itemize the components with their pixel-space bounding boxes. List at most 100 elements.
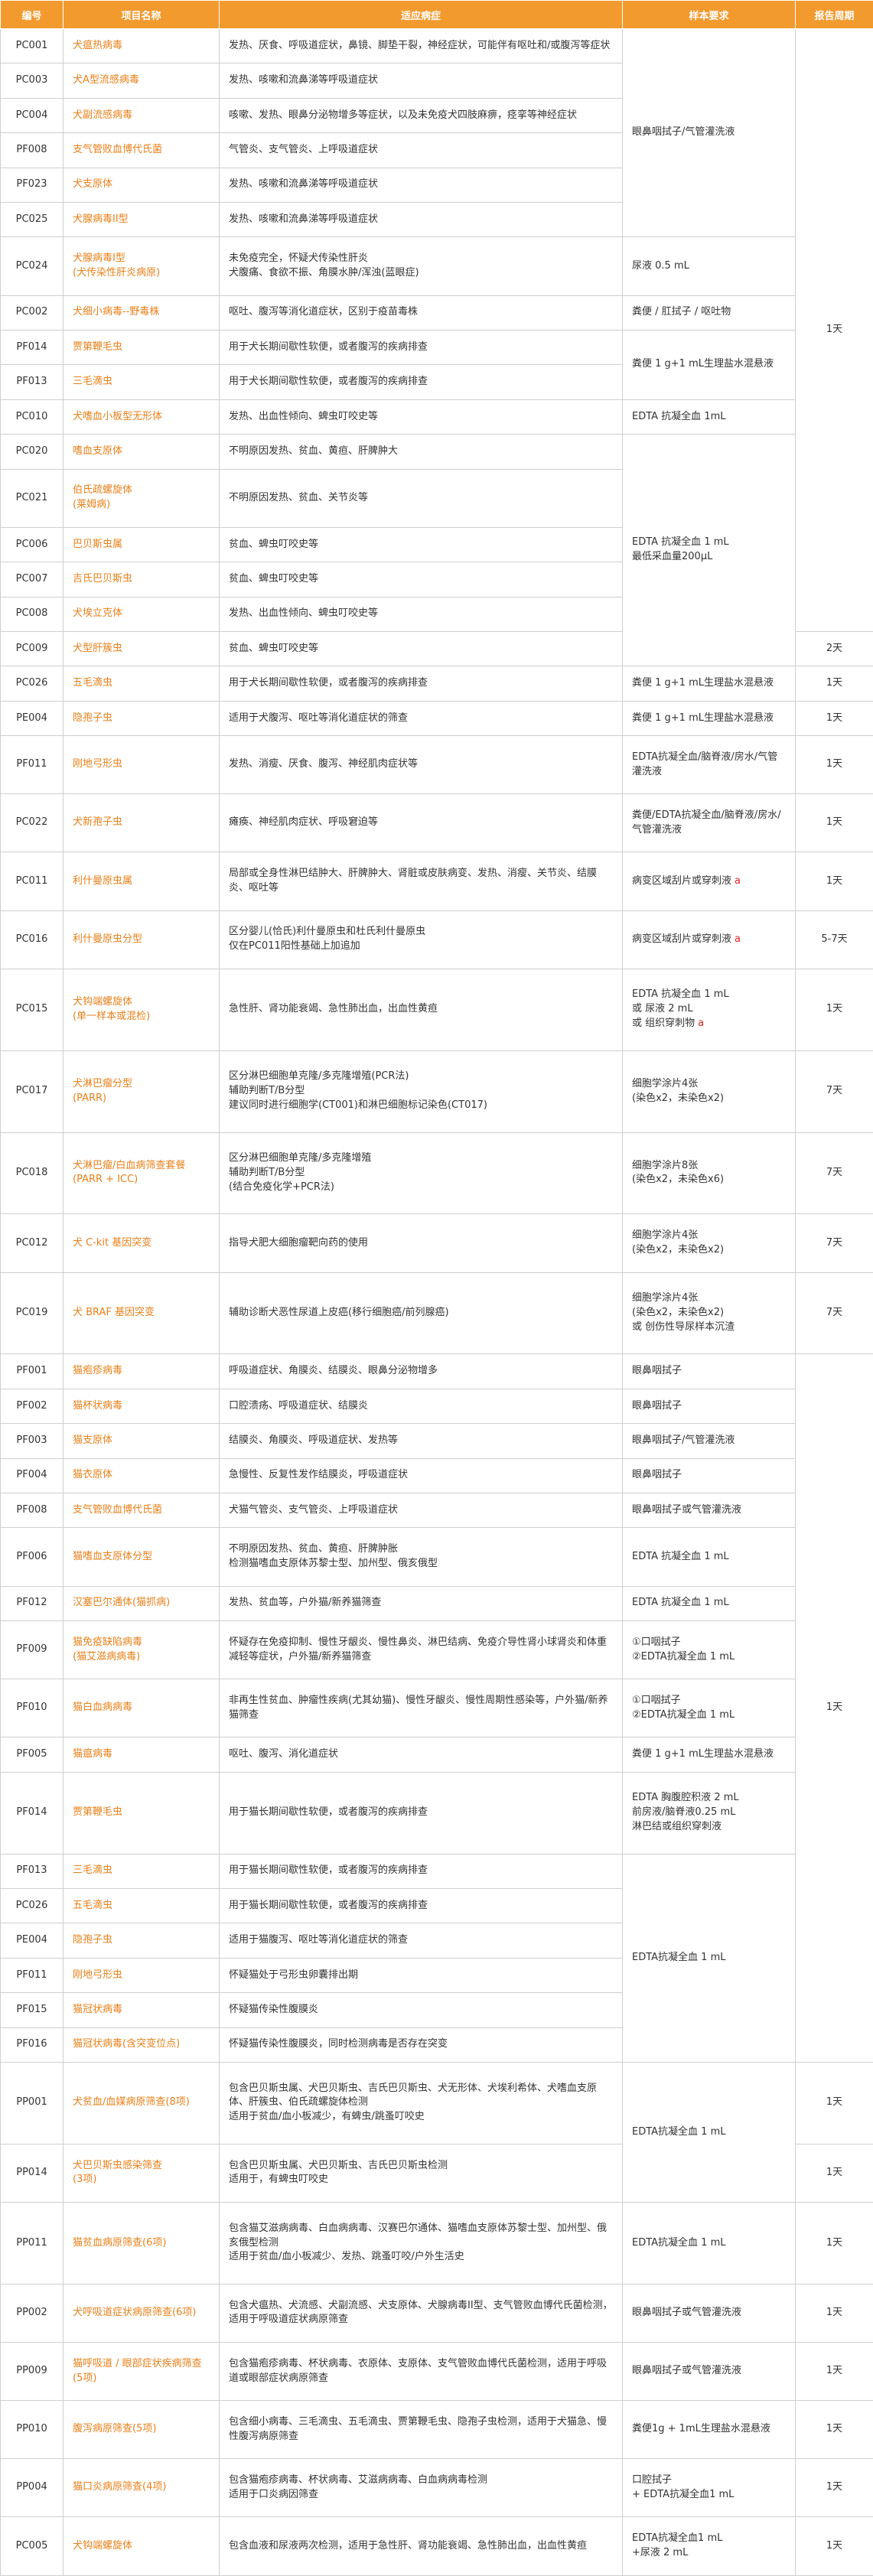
- item-name: 犬钩端螺旋体 (单一样本或混检): [63, 968, 220, 1051]
- sample-requirement: EDTA抗凝全血 1 mL: [622, 2201, 796, 2285]
- item-code: PC024: [0, 236, 64, 296]
- item-name: 犬细小病毒--野毒株: [63, 295, 220, 331]
- item-name: 犬呼吸道症状病原筛查(6项): [63, 2283, 220, 2343]
- table-row: PC003 犬A型流感病毒 发热、咳嗽和流鼻涕等呼吸道症状: [0, 63, 873, 99]
- table-row: PF016 猫冠状病毒(含突变位点) 怀疑猫传染性腹膜炎，同时检测病毒是否存在突变: [0, 2027, 873, 2063]
- item-symptom: 瘫痪、神经肌肉症状、呼吸窘迫等: [219, 793, 623, 853]
- item-code: PF008: [0, 132, 64, 168]
- table-body: PC001 犬瘟热病毒 发热、厌食、呼吸道症状，鼻镜、脚垫干裂，神经症状，可能伴有呕…: [0, 28, 873, 2576]
- item-name: 猫白血病病毒: [63, 1679, 220, 1738]
- table-row: PC015 犬钩端螺旋体 (单一样本或混检) 急性肝、肾功能衰竭、急性肺出血，出血性…: [0, 968, 873, 1051]
- sample-requirement: 粪便/EDTA抗凝全血/脑脊液/房水/气管灌洗液: [622, 793, 796, 853]
- report-period: 7天: [795, 1132, 873, 1215]
- item-code: PF003: [0, 1423, 64, 1459]
- item-symptom: 非再生性贫血、肿瘤性疾病(尤其幼猫)、慢性牙龈炎、慢性周期性感染等，户外猫/新养…: [219, 1679, 623, 1738]
- item-name: 犬淋巴瘤分型 (PARR): [63, 1050, 220, 1133]
- table-row: PC017 犬淋巴瘤分型 (PARR) 区分淋巴细胞单克隆/多克隆增殖(PCR法) …: [0, 1050, 873, 1133]
- item-symptom: 呕吐、腹泻、消化道症状: [219, 1737, 623, 1773]
- sample-requirement: 眼鼻咽拭子或气管灌洗液: [622, 2283, 796, 2343]
- item-code: PP009: [0, 2341, 64, 2402]
- item-code: PP010: [0, 2400, 64, 2460]
- item-code: PF004: [0, 1457, 64, 1494]
- sample-requirement: EDTA 抗凝全血 1 mL 最低采血量200μL: [622, 434, 796, 667]
- report-period: 1天: [795, 700, 873, 737]
- item-name: 犬腺病毒II型: [63, 202, 220, 238]
- report-period: 1天: [795, 2283, 873, 2343]
- item-name: 隐孢子虫: [63, 1923, 220, 1959]
- item-name: 刚地弓形虫: [63, 735, 220, 795]
- item-name: 三毛滴虫: [63, 364, 220, 400]
- item-name: 猫冠状病毒(含突变位点): [63, 2027, 220, 2063]
- report-period: 1天: [795, 2400, 873, 2460]
- report-period: 1天: [795, 793, 873, 853]
- item-symptom: 怀疑存在免疫抑制、慢性牙龈炎、慢性鼻炎、淋巴结病、免疫介导性肾小球肾炎和体重减轻…: [219, 1620, 623, 1680]
- item-name: 猫嗜血支原体分型: [63, 1527, 220, 1587]
- item-name: 利什曼原虫分型: [63, 910, 220, 969]
- item-code: PC026: [0, 1887, 64, 1924]
- sample-requirement: 眼鼻咽拭子或气管灌洗液: [622, 1493, 796, 1529]
- item-symptom: 区分淋巴细胞单克隆/多克隆增殖(PCR法) 辅助判断T/B分型 建议同时进行细胞…: [219, 1050, 623, 1133]
- report-period: 1天: [795, 666, 873, 702]
- table-row: PP004 猫口炎病原筛查(4项) 包含猫疱疹病毒、杯状病毒、艾滋病病毒、白血病病毒…: [0, 2458, 873, 2518]
- table-row: PC008 犬埃立克体 发热、出血性倾向、蜱虫叮咬史等: [0, 596, 873, 632]
- item-name: 犬腺病毒I型 (犬传染性肝炎病原): [63, 236, 220, 296]
- item-symptom: 用于犬长期间歇性软便，或者腹泻的疾病排查: [219, 666, 623, 702]
- sample-requirement: 粪便 1 g+1 mL生理盐水混悬液: [622, 700, 796, 737]
- item-code: PF011: [0, 735, 64, 795]
- sample-requirement: 粪便 / 肛拭子 / 呕吐物: [622, 295, 796, 331]
- item-symptom: 急性肝、肾功能衰竭、急性肺出血，出血性黄疸: [219, 968, 623, 1051]
- table-row: PC026 五毛滴虫 用于猫长期间歇性软便，或者腹泻的疾病排查: [0, 1887, 873, 1924]
- table-row: PP009 猫呼吸道 / 眼部症状疾病筛查(5项) 包含猫疱疹病毒、杯状病毒、衣原体…: [0, 2341, 873, 2402]
- item-symptom: 怀疑猫处于弓形虫卵囊排出期: [219, 1957, 623, 1994]
- sample-requirement: 病变区域刮片或穿刺液 a: [622, 852, 796, 911]
- item-code: PF002: [0, 1388, 64, 1425]
- item-symptom: 怀疑猫传染性腹膜炎: [219, 1992, 623, 2028]
- item-symptom: 用于犬长期间歇性软便，或者腹泻的疾病排查: [219, 329, 623, 366]
- header-row: 编号 项目名称 适应病症 样本要求 报告周期: [0, 0, 873, 29]
- item-name: 犬 C-kit 基因突变: [63, 1213, 220, 1273]
- table-row: PC006 巴贝斯虫属 贫血、蜱虫叮咬史等: [0, 526, 873, 563]
- sample-requirement: ①口咽拭子 ②EDTA抗凝全血 1 mL: [622, 1679, 796, 1738]
- item-symptom: 贫血、蜱虫叮咬史等: [219, 562, 623, 598]
- item-code: PF010: [0, 1679, 64, 1738]
- item-code: PC015: [0, 968, 64, 1051]
- item-code: PC021: [0, 468, 64, 528]
- item-name: 犬埃立克体: [63, 596, 220, 632]
- item-symptom: 发热、出血性倾向、蜱虫叮咬史等: [219, 399, 623, 435]
- item-name: 犬型肝簇虫: [63, 630, 220, 667]
- table-row: PF011 刚地弓形虫 发热、消瘦、厌食、腹泻、神经肌肉症状等 EDTA抗凝全血/脑脊…: [0, 735, 873, 795]
- item-code: PC020: [0, 434, 64, 470]
- table-row: PF008 支气管败血博代氏菌 犬猫气管炎、支气管炎、上呼吸道症状 眼鼻咽拭子或气管灌…: [0, 1493, 873, 1529]
- item-symptom: 区分淋巴细胞单克隆/多克隆增殖 辅助判断T/B分型 (结合免疫化学+PCR法): [219, 1132, 623, 1215]
- table-row: PC002 犬细小病毒--野毒株 呕吐、腹泻等消化道症状，区别于疫苗毒株 粪便 / 肛…: [0, 295, 873, 331]
- table-row: PC004 犬副流感病毒 咳嗽、发热、眼鼻分泌物增多等症状，以及未免疫犬四肢麻痹，痉…: [0, 97, 873, 134]
- table-row: PC005 犬钩端螺旋体 包含血液和尿液两次检测，适用于急性肝、肾功能衰竭、急性肺出…: [0, 2516, 873, 2576]
- header-cell: 样本要求: [622, 0, 796, 29]
- item-code: PE004: [0, 1923, 64, 1959]
- sample-requirement: 细胞学涂片8张 (染色x2，未染色x6): [622, 1132, 796, 1215]
- item-name: 犬支原体: [63, 167, 220, 204]
- item-name: 猫呼吸道 / 眼部症状疾病筛查(5项): [63, 2341, 220, 2402]
- sample-requirement: EDTA 抗凝全血 1 mL: [622, 1585, 796, 1621]
- item-symptom: 包含猫艾滋病病毒、白血病病毒、汉赛巴尔通体、猫嗜血支原体苏黎士型、加州型、俄亥俄…: [219, 2201, 623, 2285]
- sample-requirement: 眼鼻咽拭子: [622, 1353, 796, 1389]
- item-symptom: 犬猫气管炎、支气管炎、上呼吸道症状: [219, 1493, 623, 1529]
- item-code: PC005: [0, 2516, 64, 2576]
- item-code: PF014: [0, 1771, 64, 1855]
- item-name: 五毛滴虫: [63, 1887, 220, 1924]
- report-period: 1天: [795, 2516, 873, 2576]
- table-row: PF014 贾第鞭毛虫 用于猫长期间歇性软便，或者腹泻的疾病排查 EDTA 胸腹腔积液…: [0, 1771, 873, 1855]
- report-period: 7天: [795, 1272, 873, 1355]
- sample-requirement: 眼鼻咽拭子: [622, 1457, 796, 1494]
- item-name: 腹泻病原筛查(5项): [63, 2400, 220, 2460]
- sample-requirement: EDTA 抗凝全血 1 mL 或 尿液 2 mL 或 组织穿刺物 a: [622, 968, 796, 1051]
- item-symptom: 贫血、蜱虫叮咬史等: [219, 630, 623, 667]
- sample-text: EDTA 抗凝全血 1 mL 或 尿液 2 mL 或 组织穿刺物: [632, 988, 729, 1030]
- sample-requirement: 细胞学涂片4张 (染色x2，未染色x2): [622, 1050, 796, 1133]
- sample-requirement: 粪便 1 g+1 mL生理盐水混悬液: [622, 1737, 796, 1773]
- item-symptom: 发热、咳嗽和流鼻涕等呼吸道症状: [219, 167, 623, 204]
- table-row: PF011 刚地弓形虫 怀疑猫处于弓形虫卵囊排出期: [0, 1957, 873, 1994]
- item-symptom: 发热、消瘦、厌食、腹泻、神经肌肉症状等: [219, 735, 623, 795]
- item-code: PC007: [0, 562, 64, 598]
